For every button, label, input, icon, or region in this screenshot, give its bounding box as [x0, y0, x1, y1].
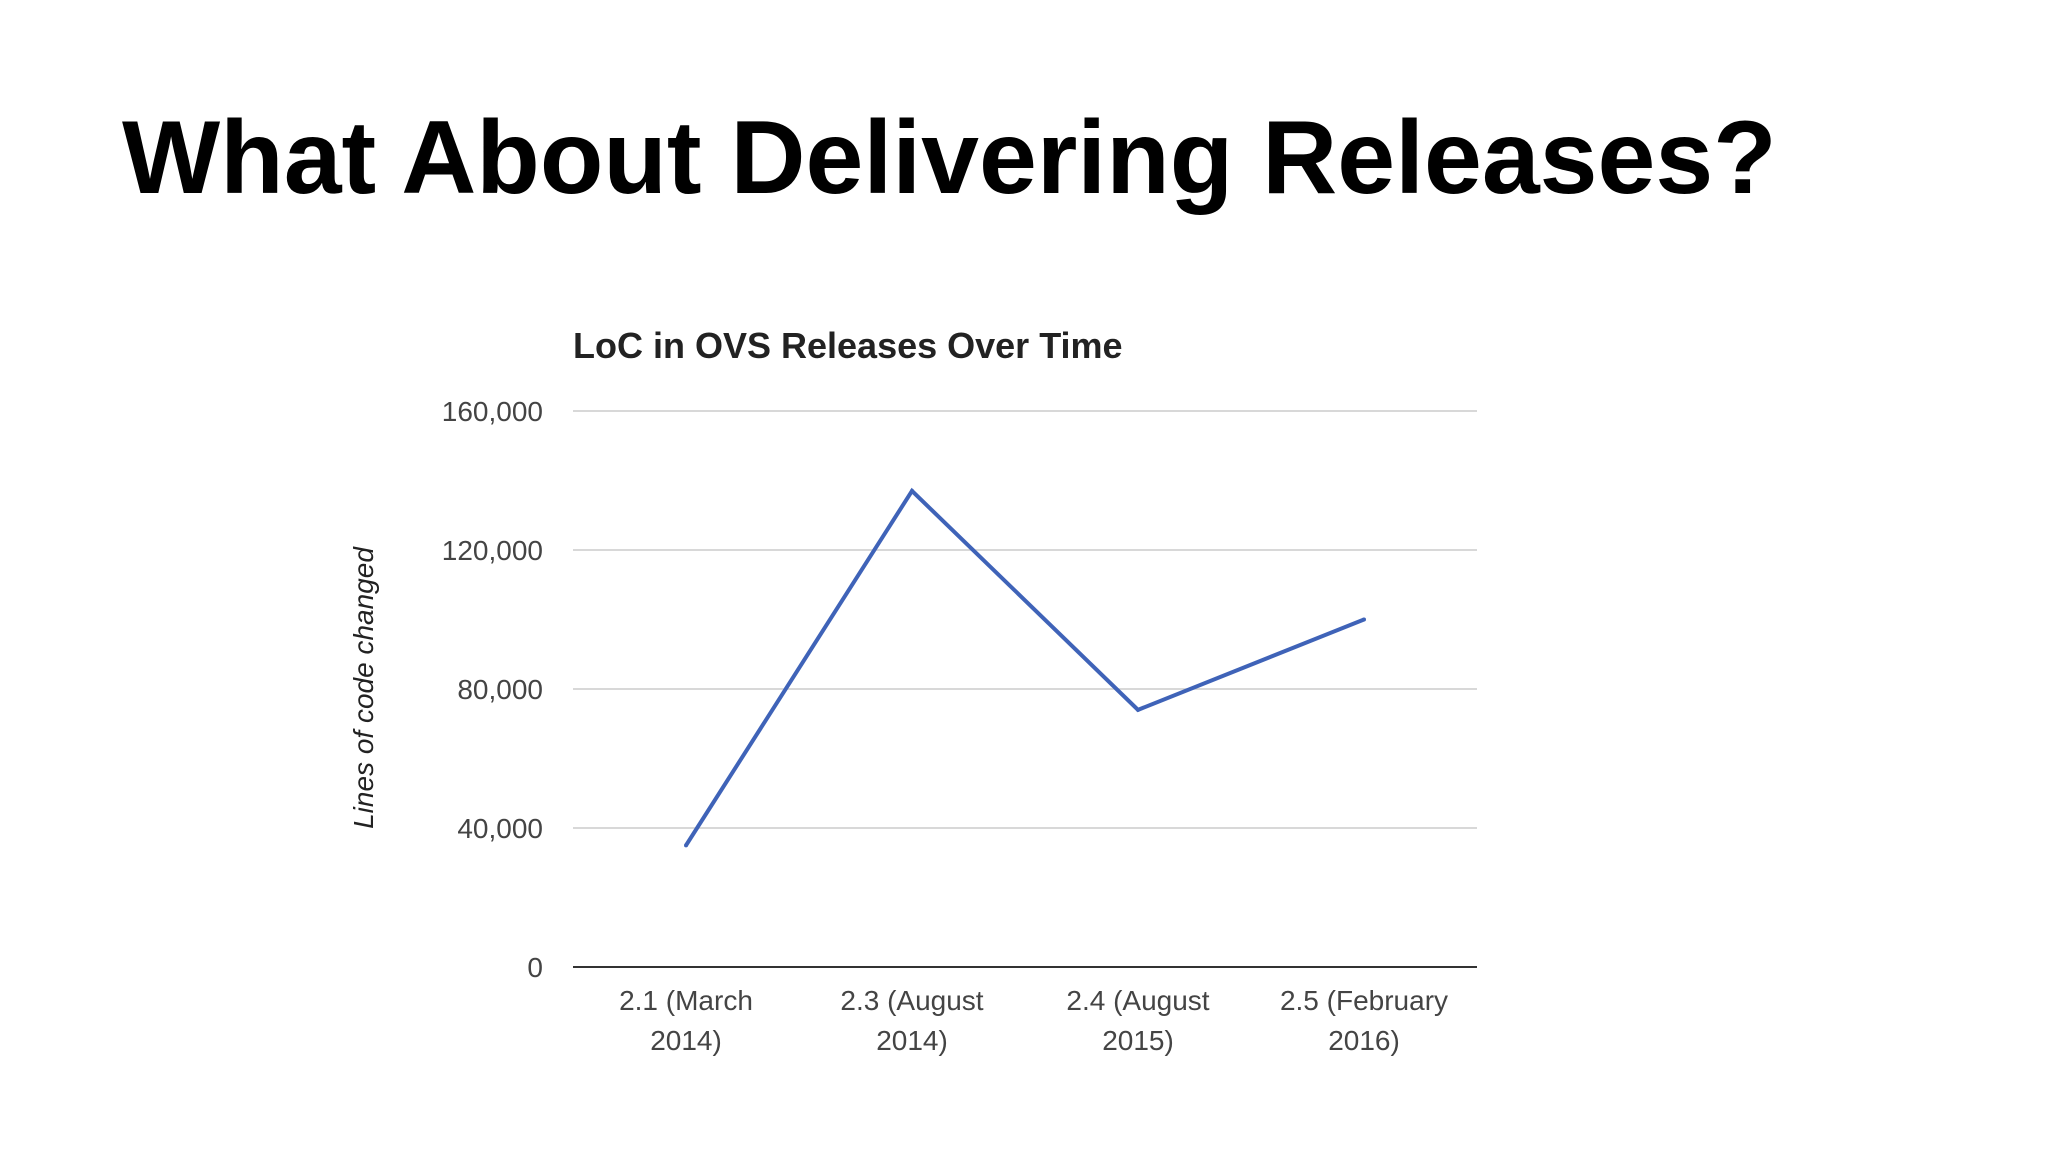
x-tick-label: 2.5 (February 2016) — [1280, 985, 1448, 1056]
y-tick-label: 40,000 — [457, 813, 543, 844]
slide-title: What About Delivering Releases? — [122, 100, 1777, 216]
series-line — [684, 487, 1365, 847]
gridlines — [573, 410, 1477, 968]
series-layer — [684, 487, 1366, 848]
chart-title: LoC in OVS Releases Over Time — [573, 325, 1123, 366]
x-tick-label: 2.3 (August 2014) — [840, 985, 983, 1056]
y-tick-label: 80,000 — [457, 674, 543, 705]
y-tick-label: 160,000 — [442, 396, 543, 427]
data-point — [910, 488, 914, 493]
x-axis-tick-labels: 2.1 (March 2014) 2.3 (August 2014) 2.4 (Augu… — [619, 985, 1448, 1056]
data-point — [1362, 617, 1366, 622]
x-tick-label: 2.4 (August 2015) — [1066, 985, 1209, 1056]
data-point — [684, 843, 688, 848]
y-tick-label: 0 — [527, 952, 543, 983]
y-axis-tick-labels: 0 40,000 80,000 120,000 160,000 — [442, 396, 543, 983]
x-tick-label: 2.1 (March 2014) — [619, 985, 753, 1056]
data-point — [1136, 707, 1140, 712]
y-axis-label: Lines of code changed — [348, 546, 379, 829]
y-tick-label: 120,000 — [442, 535, 543, 566]
